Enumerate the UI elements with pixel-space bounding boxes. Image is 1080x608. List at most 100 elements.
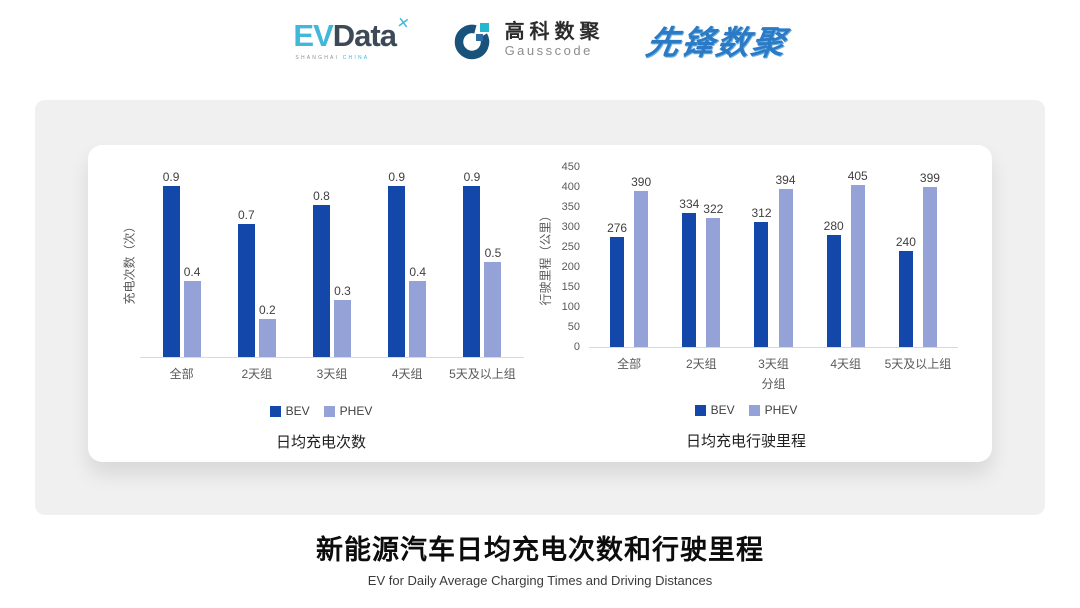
legend-swatch: [694, 404, 706, 416]
legend-item: PHEV: [323, 404, 373, 418]
phev-bar: [922, 187, 937, 347]
legend: BEV PHEV: [118, 404, 524, 418]
evdata-logo: EV Data ✕ SHANGHAI CHINA: [293, 14, 410, 61]
bar-wrap: 0.5: [484, 246, 502, 357]
bar-value-label: 0.3: [334, 284, 351, 298]
bar-value-label: 0.2: [258, 303, 276, 317]
bar-wrap: 0.9: [388, 170, 406, 357]
y-tick-label: 300: [561, 221, 580, 233]
bar-wrap: 0.7: [237, 208, 255, 357]
gausscode-en-text: Gausscode: [504, 43, 593, 59]
page-subtitle: EV for Daily Average Charging Times and …: [367, 573, 713, 588]
y-tick-label: 200: [561, 261, 580, 273]
bar-value-label: 0.9: [463, 170, 481, 184]
bar-wrap: 0.3: [334, 285, 351, 357]
chart-daily-driving-distance: 行驶里程（公里） 0 50 100 150 200 250 300 350 400 450 276…: [534, 161, 958, 462]
chart-title: 日均充电次数: [275, 434, 366, 451]
legend-item: BEV: [694, 403, 735, 417]
plot-area: 276 390 334 322 312 394 280 405 240 399: [589, 167, 958, 348]
bar-value-label: 405: [847, 169, 868, 183]
y-tick-label: 100: [561, 301, 580, 313]
x-axis-categories: 全部 2天组 3天组 4天组 5天及以上组: [589, 348, 958, 372]
bar-wrap: 240: [896, 236, 916, 347]
pioneer-logo: 先锋数聚: [642, 24, 790, 61]
y-tick-label: 400: [561, 181, 580, 193]
phev-bar: [778, 189, 793, 347]
gausscode-wordmark: 高科数聚 Gausscode: [505, 21, 605, 59]
y-tick-label: 250: [561, 241, 580, 253]
gausscode-logo: 高科数聚 Gausscode: [452, 18, 605, 62]
legend-item: BEV: [269, 404, 310, 418]
bev-bar: [826, 235, 841, 347]
bev-bar: [754, 222, 769, 347]
x-category-label: 3天组: [316, 367, 348, 381]
evdata-wordmark: EV Data ✕: [293, 14, 410, 53]
bev-bar: [388, 186, 406, 357]
bar-wrap: 0.9: [162, 171, 180, 357]
legend-label: BEV: [285, 404, 310, 418]
gausscode-cn-text: 高科数聚: [504, 21, 605, 44]
evdata-data-text: Data: [332, 17, 397, 53]
plot-wrap: 276 390 334 322 312 394 280 405 240 399 全部 2天组 3天组 4…: [589, 167, 958, 392]
x-category-label: 2天组: [685, 357, 717, 371]
bar-value-label: 394: [775, 173, 796, 188]
y-tick-label: 0: [573, 341, 580, 353]
chart-card: 充电次数（次） 0.9 0.4 0.7 0.2 0.8 0.3 0.9 0.4 0.9 0.5 全…: [88, 145, 992, 462]
x-category-label: 4天组: [830, 357, 862, 371]
x-category-label: 5天及以上组: [449, 367, 516, 381]
evdata-star-icon: ✕: [395, 13, 411, 33]
x-category-label: 3天组: [758, 357, 789, 371]
legend: BEV PHEV: [534, 403, 958, 417]
y-axis-label: 充电次数（次）: [122, 219, 137, 305]
y-tick-label: 50: [567, 321, 580, 333]
bar-value-label: 0.5: [484, 246, 502, 260]
bar-group: 280 405: [810, 170, 882, 347]
chart-panel: 充电次数（次） 0.9 0.4 0.7 0.2 0.8 0.3 0.9 0.4 0.9 0.5 全…: [35, 100, 1045, 515]
bar-group: 0.9 0.4: [370, 171, 445, 357]
phev-bar: [183, 281, 201, 357]
bar-wrap: 394: [776, 174, 796, 347]
bar-wrap: 334: [679, 198, 699, 347]
phev-bar: [850, 185, 865, 347]
bar-value-label: 240: [895, 235, 916, 249]
x-category-label: 5天及以上组: [884, 357, 952, 371]
bar-wrap: 0.2: [258, 303, 276, 357]
bar-value-label: 0.4: [409, 265, 427, 279]
legend-swatch: [748, 404, 760, 416]
page-title: 新能源汽车日均充电次数和行驶里程: [316, 535, 764, 565]
bar-value-label: 280: [823, 219, 844, 233]
bar-group: 0.9 0.4: [144, 171, 219, 357]
bar-value-label: 0.7: [237, 208, 255, 222]
bar-wrap: 0.9: [463, 170, 481, 357]
chart-main: 行驶里程（公里） 0 50 100 150 200 250 300 350 400 450 276…: [534, 161, 958, 392]
x-category-label: 2天组: [241, 367, 273, 381]
bar-wrap: 390: [631, 176, 651, 347]
logo-header: EV Data ✕ SHANGHAI CHINA 高科数聚 Gausscode 先锋…: [0, 14, 1080, 64]
bar-group: 0.9 0.5: [445, 171, 520, 357]
phev-bar: [334, 300, 351, 357]
y-tick-label: 150: [561, 281, 580, 293]
x-axis-categories: 全部 2天组 3天组 4天组 5天及以上组: [140, 358, 524, 382]
plot-area: 0.9 0.4 0.7 0.2 0.8 0.3 0.9 0.4 0.9 0.5: [140, 167, 524, 358]
bev-bar: [237, 224, 255, 357]
bar-value-label: 0.9: [388, 170, 406, 184]
x-category-label: 全部: [169, 367, 194, 381]
bar-wrap: 0.8: [313, 190, 330, 357]
bar-value-label: 312: [751, 206, 772, 221]
bar-wrap: 276: [607, 220, 628, 347]
bar-value-label: 276: [607, 220, 628, 235]
bar-wrap: 322: [703, 203, 723, 347]
legend-label: PHEV: [764, 403, 798, 417]
x-category-label: 全部: [617, 357, 642, 371]
bar-value-label: 322: [703, 202, 724, 217]
x-category-label: 4天组: [391, 367, 423, 381]
bar-group: 276 390: [593, 176, 665, 347]
y-tick-label: 450: [561, 161, 580, 173]
bev-bar: [610, 236, 625, 347]
bev-bar: [313, 205, 330, 357]
plot-wrap: 0.9 0.4 0.7 0.2 0.8 0.3 0.9 0.4 0.9 0.5 全部 2天组 3天组 4…: [140, 167, 524, 382]
legend-label: PHEV: [339, 404, 373, 418]
bar-value-label: 0.4: [183, 265, 201, 279]
evdata-tagline: SHANGHAI CHINA: [295, 55, 369, 61]
legend-swatch: [323, 405, 335, 417]
